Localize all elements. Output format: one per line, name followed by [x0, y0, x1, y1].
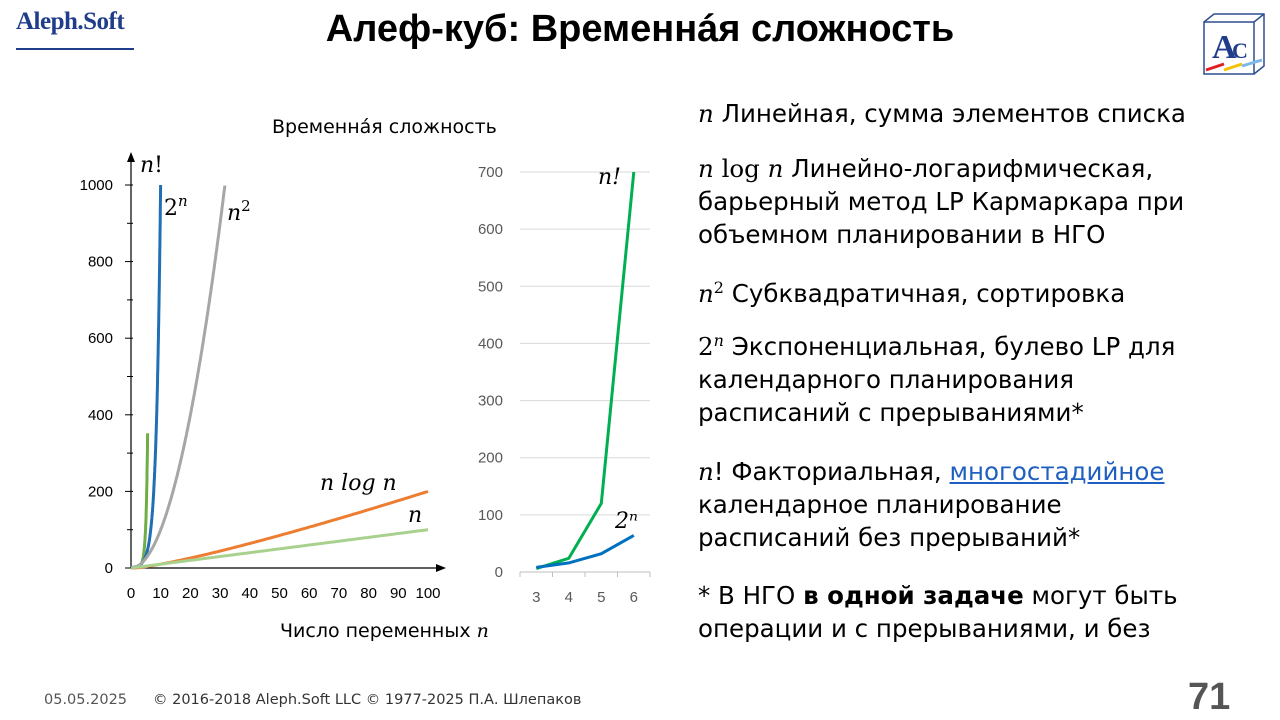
series-line-n — [131, 433, 150, 570]
series-line-n — [131, 185, 227, 570]
label-nlogn: n log n — [320, 471, 397, 496]
x-tick-label: 40 — [241, 585, 258, 602]
logo-underline — [16, 48, 134, 50]
footnote: * В НГО в одной задаче могут быть операц… — [698, 581, 1178, 643]
y-tick-label: 300 — [478, 393, 503, 410]
complexity-linear: n Линейная, сумма элементов списка — [698, 99, 1186, 128]
x-axis-arrow — [436, 564, 446, 572]
x-tick-label: 20 — [182, 585, 199, 602]
label-factorial: n! — [140, 153, 163, 178]
y-tick-label: 700 — [478, 164, 503, 181]
x-tick-label: 6 — [630, 589, 638, 606]
y-tick-label: 600 — [88, 330, 113, 347]
footer-date: 05.05.2025 — [44, 692, 128, 708]
svg-text:A: A — [1212, 29, 1237, 66]
y-tick-label: 600 — [478, 221, 503, 238]
label-exponential: 2n — [164, 192, 188, 221]
zoom-label-exponential: 2ⁿ — [614, 509, 638, 534]
zoom-label-factorial: n! — [598, 165, 621, 190]
y-tick-label: 0 — [495, 564, 503, 581]
x-tick-label: 100 — [415, 585, 440, 602]
y-tick-label: 800 — [88, 254, 113, 271]
complexity-factorial: n! Факториальная, многостадийное календа… — [698, 457, 1165, 552]
x-tick-label: 80 — [360, 585, 377, 602]
y-tick-label: 1000 — [80, 177, 113, 194]
x-tick-label: 90 — [390, 585, 407, 602]
zoom-series-line-n — [535, 171, 636, 571]
x-tick-label: 30 — [212, 585, 229, 602]
y-tick-label: 0 — [105, 560, 113, 577]
complexity-exponential: 2n Экспоненциальная, булево LP для кален… — [698, 330, 1176, 427]
label-quadratic: n2 — [227, 197, 251, 226]
x-axis-label: Число переменных n — [280, 620, 489, 642]
slide-title: Алеф-куб: Временнáя сложность — [325, 8, 955, 50]
alephsoft-logo: Aleph.Soft — [16, 8, 125, 35]
chart-title: Временнáя сложность — [272, 116, 497, 138]
footer-copyright: © 2016-2018 Aleph.Soft LLC © 1977-2025 П… — [153, 692, 582, 708]
svg-text:C: C — [1232, 38, 1248, 63]
aleph-cube-logo: A C — [1203, 13, 1265, 75]
x-tick-label: 70 — [331, 585, 348, 602]
x-tick-label: 50 — [271, 585, 288, 602]
x-tick-label: 4 — [565, 589, 573, 606]
x-tick-label: 10 — [152, 585, 169, 602]
complexity-nlogn: n log n Линейно-логарифмическая, барьерн… — [698, 154, 1185, 249]
x-tick-label: 60 — [301, 585, 318, 602]
label-linear: n — [408, 503, 422, 528]
y-tick-label: 200 — [478, 450, 503, 467]
y-tick-label: 500 — [478, 278, 503, 295]
y-tick-label: 400 — [88, 407, 113, 424]
page-number: 71 — [1188, 676, 1231, 718]
series-line-n — [130, 528, 429, 570]
x-tick-label: 0 — [127, 585, 135, 602]
y-axis-arrow — [127, 152, 135, 162]
y-tick-label: 200 — [88, 483, 113, 500]
y-tick-label: 400 — [478, 335, 503, 352]
x-tick-label: 3 — [532, 589, 540, 606]
complexity-quadratic: n2 Субквадратичная, сортировка — [698, 277, 1126, 308]
complexity-chart-zoom: 3 4 5 6 0 100 200 300 400 500 600 700 n! 2ⁿ — [478, 164, 651, 606]
y-tick-label: 100 — [478, 507, 503, 524]
zoom-series-line-2 — [536, 534, 635, 569]
complexity-chart-main: 0 10 20 30 40 50 60 70 80 90 10002004006008001000 … — [80, 152, 446, 602]
x-tick-label: 5 — [597, 589, 605, 606]
series-line-nlogn — [131, 489, 429, 570]
multistage-link[interactable]: многостадийное — [949, 457, 1165, 486]
